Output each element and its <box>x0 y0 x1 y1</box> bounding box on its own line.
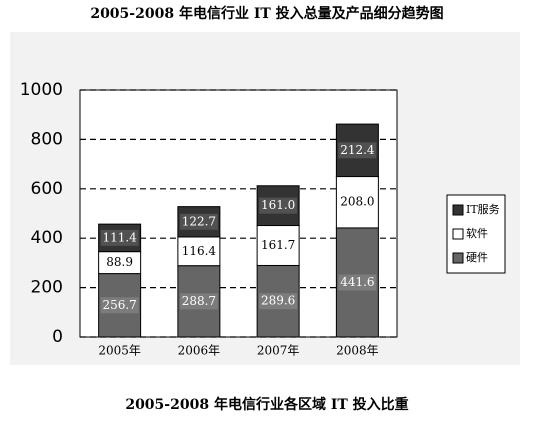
value-label: 111.4 <box>102 230 137 244</box>
legend-swatch <box>452 252 464 264</box>
value-label: 441.6 <box>340 275 374 289</box>
label-background <box>100 297 139 314</box>
y-tick-label: 200 <box>31 278 63 298</box>
bar-segment <box>335 227 379 338</box>
x-tick-label: 2007年 <box>257 344 300 358</box>
label-background <box>259 197 298 214</box>
bar-segment <box>177 236 221 267</box>
label-background <box>179 293 218 310</box>
bar-segment <box>177 206 221 238</box>
y-tick-label: 1000 <box>20 80 63 100</box>
bar-segment <box>335 123 379 178</box>
label-background <box>179 213 218 230</box>
y-tick-label: 0 <box>52 327 63 347</box>
value-label: 116.4 <box>182 244 217 258</box>
legend-label: 软件 <box>466 226 488 240</box>
x-tick-label: 2006年 <box>178 344 221 358</box>
x-tick-label: 2005年 <box>98 344 141 358</box>
value-label: 288.7 <box>182 294 216 308</box>
legend-label: 硬件 <box>466 251 488 264</box>
chart-title: 2005-2008 年电信行业 IT 投入总量及产品细分趋势图 <box>90 5 443 22</box>
value-label: 122.7 <box>182 214 216 228</box>
value-label: 256.7 <box>102 298 136 312</box>
legend-swatch <box>452 228 464 240</box>
label-background <box>338 142 377 159</box>
label-background <box>100 229 139 246</box>
value-label: 212.4 <box>340 143 375 157</box>
bar-segment <box>256 225 300 266</box>
bar-segment <box>335 176 379 229</box>
value-label: 208.0 <box>340 195 374 209</box>
bar-segment <box>98 273 142 338</box>
value-label: 88.9 <box>106 255 133 269</box>
caption: 2005-2008 年电信行业各区域 IT 投入比重 <box>125 396 408 413</box>
bar-segment <box>256 185 300 227</box>
y-tick-label: 400 <box>31 228 63 248</box>
value-label: 161.7 <box>261 238 295 252</box>
value-label: 289.6 <box>261 294 295 308</box>
x-tick-label: 2008年 <box>336 344 379 358</box>
y-tick-label: 600 <box>31 179 63 199</box>
label-background <box>338 274 377 291</box>
bar-segment <box>256 264 300 338</box>
label-background <box>259 293 298 310</box>
bar-segment <box>98 223 142 253</box>
legend-swatch <box>452 204 464 216</box>
value-label: 161.0 <box>261 198 295 212</box>
legend-label: IT服务 <box>466 203 500 216</box>
y-tick-label: 800 <box>31 129 63 149</box>
